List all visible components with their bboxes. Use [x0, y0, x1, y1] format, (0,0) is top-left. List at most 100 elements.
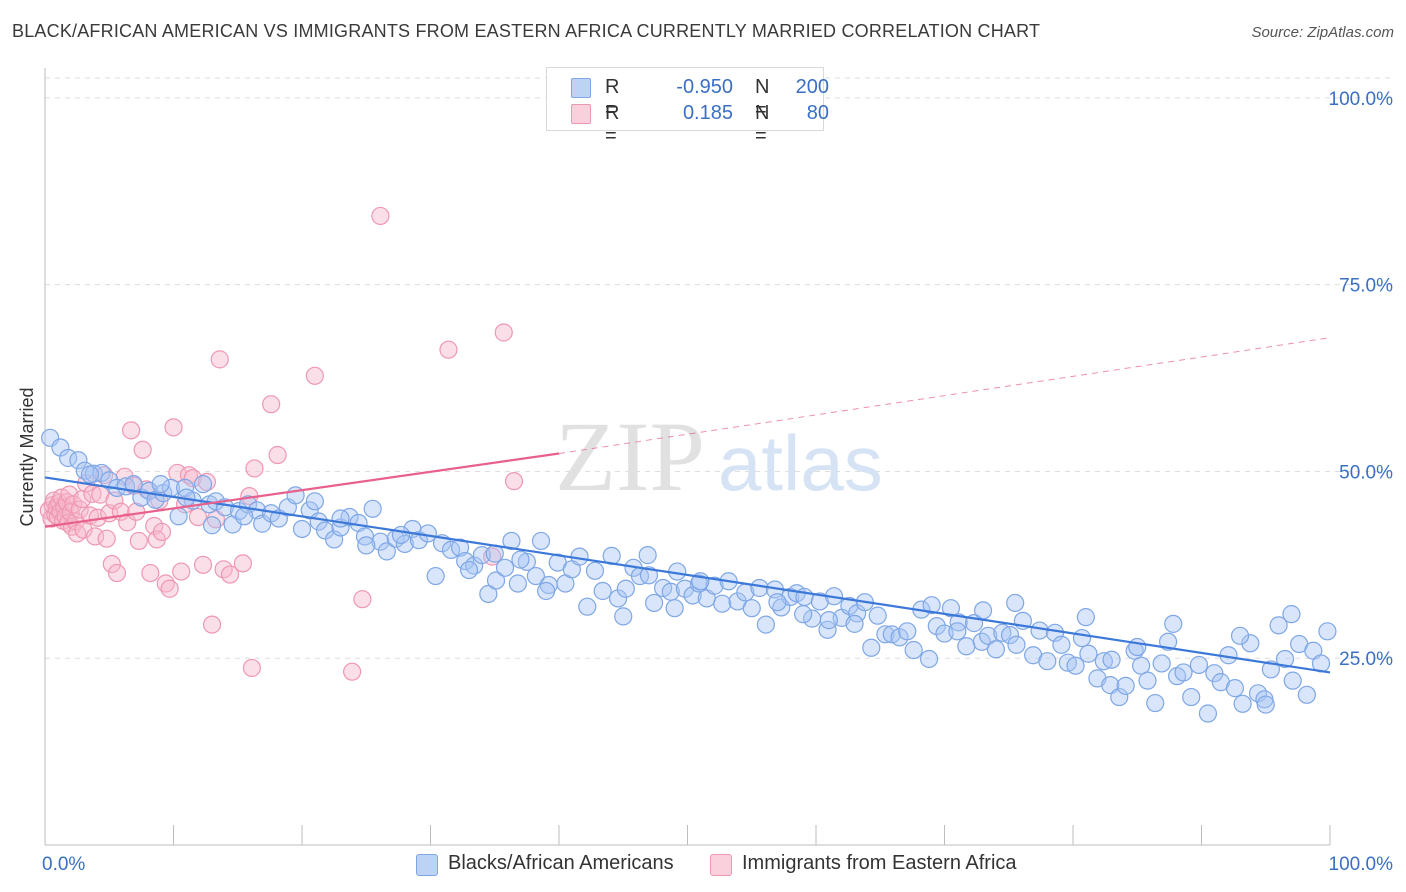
chart-source: Source: ZipAtlas.com [1251, 24, 1394, 41]
data-point-blacks [331, 509, 350, 528]
data-point-blacks [202, 516, 222, 535]
data-point-blacks [100, 471, 119, 490]
data-point-blacks [845, 614, 864, 633]
data-point-blacks [391, 525, 411, 545]
data-point-blacks [922, 596, 941, 615]
data-point-blacks [486, 571, 506, 590]
data-point-immigrants [172, 562, 191, 581]
data-point-blacks [124, 475, 143, 494]
legend-n-value: 80 [806, 102, 829, 124]
data-point-blacks [1269, 616, 1288, 635]
data-point-blacks [69, 451, 88, 470]
data-point-immigrants [242, 658, 261, 678]
data-point-blacks [876, 625, 895, 644]
correlation-legend: R = -0.950 N = 200 R = 0.185 N = 80 [546, 67, 829, 147]
data-point-blacks [511, 550, 530, 569]
data-point-immigrants [220, 565, 240, 584]
data-point-blacks [638, 546, 657, 565]
data-point-blacks [193, 475, 213, 494]
data-point-immigrants [183, 469, 202, 488]
y-tick-label: 100.0% [1329, 89, 1394, 110]
legend-swatch-pink [710, 854, 732, 876]
trend-line-blacks [44, 476, 1331, 674]
legend-swatch-blue [416, 854, 438, 876]
data-point-blacks [1283, 671, 1302, 690]
data-point-blacks [578, 597, 597, 616]
data-point-blacks [1052, 635, 1071, 654]
data-point-blacks [973, 601, 993, 620]
data-point-blacks [986, 640, 1006, 659]
data-point-immigrants [102, 554, 121, 574]
gridlines [45, 77, 1395, 659]
legend-n-label: N = [755, 76, 770, 121]
data-point-blacks [819, 611, 838, 630]
data-point-blacks [919, 649, 939, 669]
data-point-blacks [810, 592, 829, 611]
data-point-blacks [840, 596, 859, 616]
data-point-blacks [979, 626, 998, 645]
data-point-blacks [1152, 654, 1171, 673]
data-point-blacks [1066, 656, 1085, 675]
data-point-immigrants [371, 206, 390, 226]
data-point-blacks [927, 616, 946, 636]
data-point-blacks [1205, 664, 1224, 683]
y-tick-label: 75.0% [1339, 276, 1393, 297]
legend-label-blacks: Blacks/African Americans [448, 852, 674, 874]
watermark: ZIP atlas [555, 401, 883, 512]
data-point-blacks [1128, 637, 1147, 657]
x-tick-label: 100.0% [1329, 854, 1394, 875]
data-point-blacks [363, 499, 382, 518]
data-point-immigrants [141, 563, 160, 583]
data-point-blacks [1116, 676, 1135, 695]
data-point-blacks [1138, 671, 1157, 690]
data-point-blacks [531, 531, 551, 551]
data-point-blacks [705, 576, 724, 595]
data-point-blacks [526, 566, 545, 586]
tick-labels: 25.0% 50.0% 75.0% 100.0% 0.0% 100.0% [42, 89, 1393, 875]
data-point-immigrants [439, 340, 458, 359]
data-point-blacks [502, 531, 521, 551]
data-point-blacks [1225, 679, 1245, 698]
data-point-blacks [768, 593, 787, 612]
data-point-blacks [794, 605, 813, 624]
data-point-immigrants [152, 522, 172, 542]
trend-lines [44, 337, 1331, 674]
data-point-blacks [371, 532, 390, 551]
data-point-blacks [409, 531, 429, 550]
watermark-atlas: atlas [718, 419, 883, 507]
data-point-blacks [644, 593, 664, 613]
data-point-blacks [1233, 694, 1252, 713]
data-point-blacks [253, 514, 272, 533]
data-point-immigrants [305, 366, 324, 385]
data-point-blacks [713, 594, 732, 613]
data-point-immigrants [97, 529, 116, 548]
data-point-immigrants [245, 459, 264, 478]
legend-swatch-pink [571, 104, 591, 124]
data-point-blacks [1072, 628, 1092, 648]
data-point-blacks [495, 558, 515, 577]
legend-swatch-blue [571, 78, 591, 98]
data-point-blacks [1256, 695, 1275, 714]
data-point-immigrants [86, 527, 105, 546]
data-point-blacks [609, 589, 628, 608]
x-tick-label: 0.0% [42, 854, 85, 875]
data-point-blacks [1030, 621, 1049, 640]
legend-r-label: R = [605, 102, 620, 147]
data-point-immigrants [70, 500, 89, 519]
data-point-immigrants [107, 563, 127, 583]
data-point-blacks [1241, 634, 1260, 653]
data-point-blacks [616, 579, 635, 598]
data-point-blacks [750, 578, 769, 598]
data-point-blacks [151, 475, 170, 494]
data-point-blacks [1275, 649, 1295, 669]
y-tick-label: 25.0% [1339, 649, 1393, 670]
data-point-blacks [1198, 704, 1218, 723]
data-point-blacks [169, 507, 188, 526]
data-point-blacks [1182, 687, 1201, 707]
legend-r-value: -0.950 [676, 76, 733, 98]
data-point-blacks [1282, 605, 1301, 624]
data-point-blacks [1094, 652, 1113, 671]
legend-r-label: R = [605, 76, 620, 121]
data-point-immigrants [202, 615, 222, 634]
chart-title: BLACK/AFRICAN AMERICAN VS IMMIGRANTS FRO… [12, 21, 1041, 41]
